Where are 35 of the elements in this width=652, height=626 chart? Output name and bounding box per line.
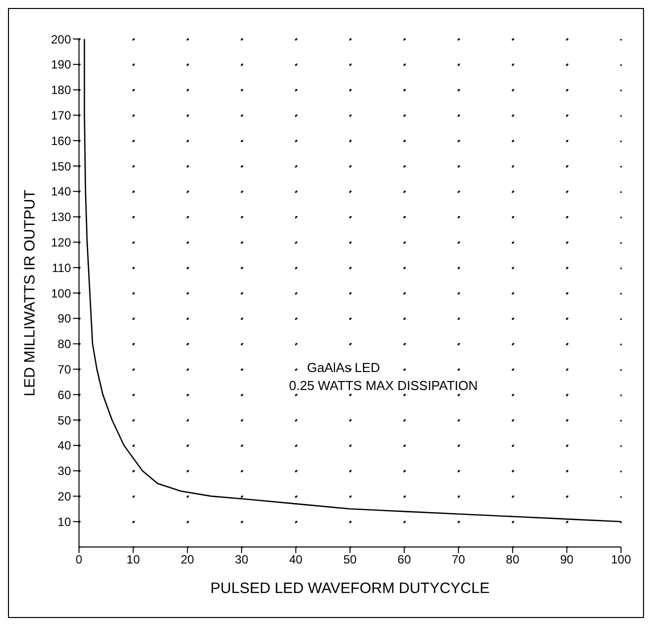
x-tick-label: 80 [506,552,520,567]
x-tick-label: 30 [234,552,249,567]
y-tick-label: 10 [58,514,72,529]
x-tick-label: 10 [126,552,140,567]
y-tick-label: 60 [58,388,72,402]
x-tick-label: 0 [76,552,83,567]
y-tick-label: 90 [58,312,72,326]
x-tick-label: 90 [560,552,574,567]
y-tick-label: 40 [58,438,72,453]
x-tick-label: 60 [398,552,412,567]
x-tick-label: 70 [452,552,466,567]
y-tick-label: 120 [50,235,72,250]
y-tick-label: 160 [50,134,72,148]
y-tick-label: 190 [50,58,72,72]
y-axis-title: LED MILLIWATTS IR OUTPUT [21,190,38,396]
y-tick-label: 200 [50,32,72,46]
x-tick-label: 20 [180,552,194,567]
y-tick-label: 80 [58,337,72,352]
x-tick-label: 50 [343,552,357,567]
x-axis-title: PULSED LED WAVEFORM DUTYCYCLE [210,580,490,597]
annotation: GaAlAs LED [306,359,381,377]
y-tick-label: 130 [50,210,72,224]
y-tick-label: 20 [58,489,72,504]
y-tick-label: 30 [58,464,72,478]
y-tick-label: 110 [52,260,72,275]
x-tick-label: 40 [289,552,303,567]
y-tick-label: 140 [50,184,72,199]
y-tick-label: 170 [50,108,72,122]
y-tick-label: 100 [50,286,72,300]
annotation: 0.25 WATTS MAX DISSIPATION [289,377,478,395]
y-tick-label: 180 [50,83,72,98]
x-tick-label: 100 [610,552,632,567]
y-tick-label: 50 [58,413,72,428]
y-tick-label: 150 [50,159,72,174]
y-tick-label: 70 [58,362,72,376]
